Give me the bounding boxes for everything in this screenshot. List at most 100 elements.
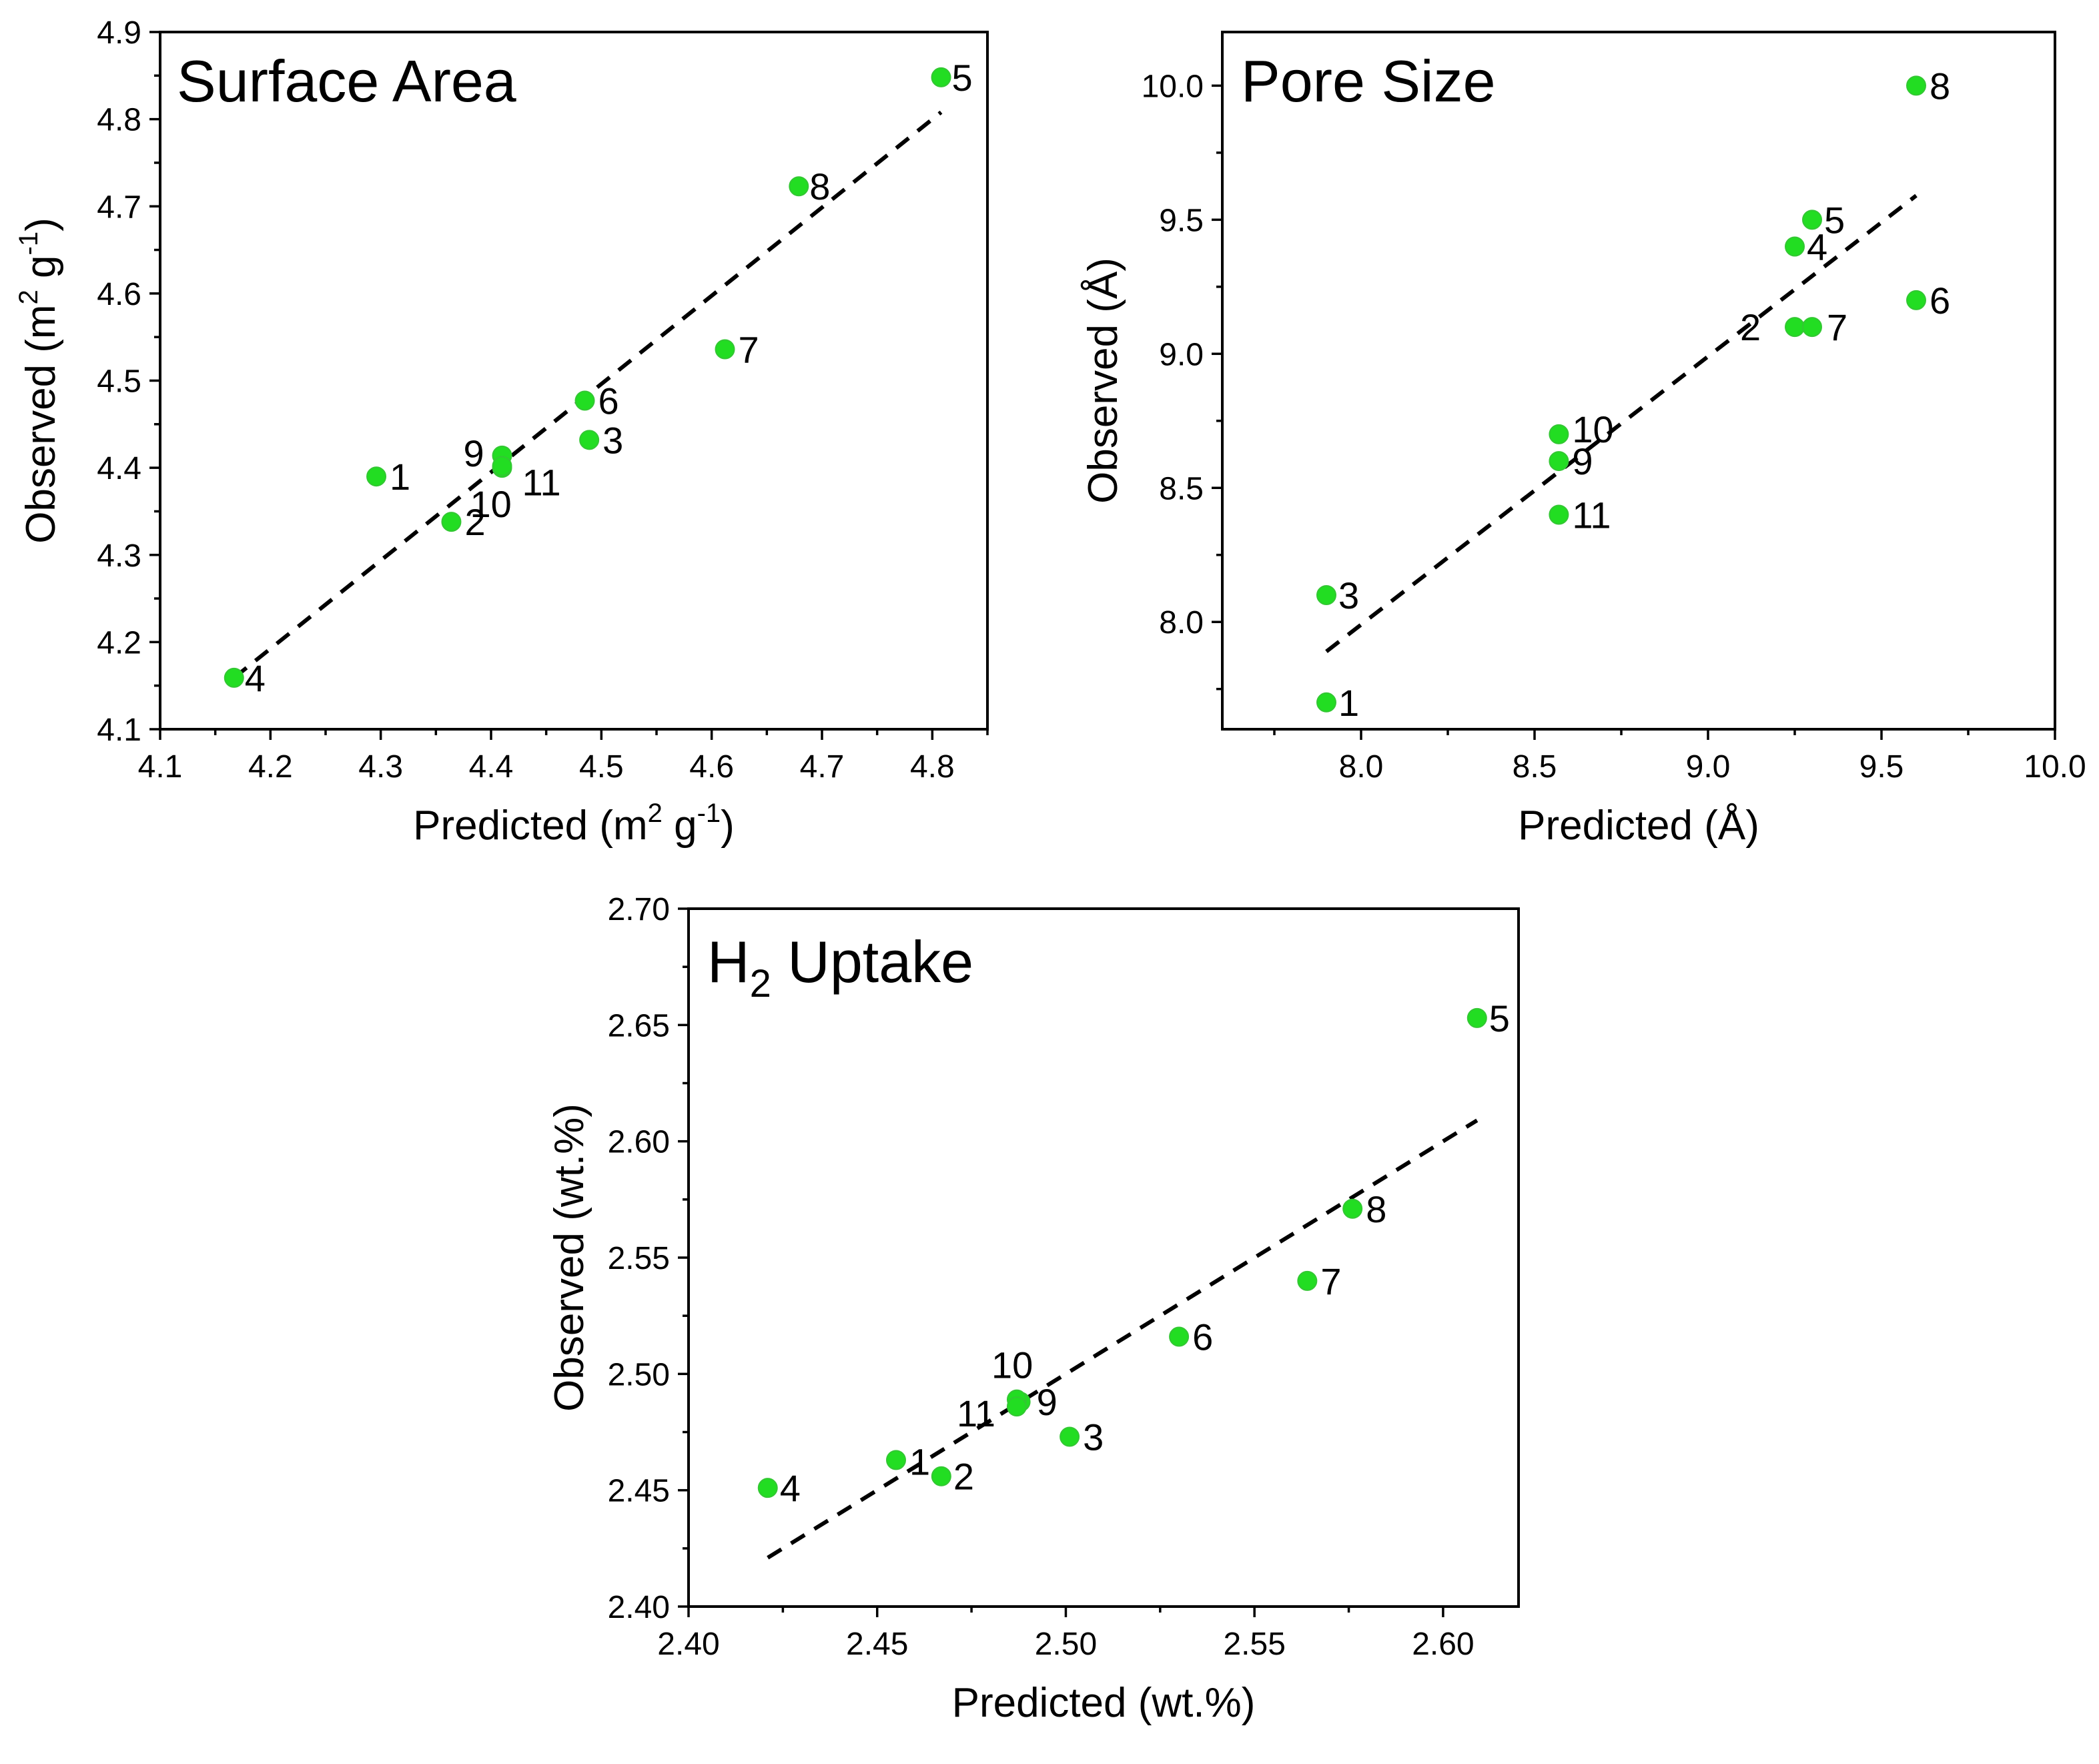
data-point	[789, 176, 809, 197]
y-tick-label: 2.50	[608, 1357, 670, 1392]
data-point-label: 10	[991, 1344, 1033, 1386]
panel-title: H2 Uptake	[707, 929, 973, 1005]
data-point	[715, 339, 735, 360]
data-point-label: 1	[1338, 682, 1359, 724]
data-point-label: 9	[464, 432, 484, 474]
data-point	[1802, 317, 1822, 338]
data-point	[492, 456, 512, 476]
data-point	[1342, 1198, 1363, 1219]
data-point-label: 2	[464, 501, 485, 543]
y-tick-label: 4.8	[97, 103, 141, 138]
y-tick-label: 2.40	[608, 1590, 670, 1625]
y-tick-label: 9.0	[1159, 337, 1204, 372]
y-tick-label: 8.5	[1159, 471, 1204, 506]
x-tick-label: 9.0	[1686, 749, 1731, 785]
data-point-label: 7	[739, 328, 759, 370]
data-point-label: 6	[1192, 1316, 1213, 1358]
y-axis-label: Observed (m2 g-1)	[14, 217, 64, 544]
data-point-label: 11	[522, 462, 561, 504]
data-point	[1297, 1270, 1318, 1291]
x-tick-label: 8.0	[1339, 749, 1384, 785]
data-point-label: 8	[1930, 65, 1950, 107]
data-point	[1060, 1426, 1080, 1447]
data-point	[931, 1466, 951, 1486]
y-tick-label: 4.1	[97, 713, 141, 748]
x-tick-label: 4.7	[800, 749, 845, 785]
y-tick-label: 4.9	[97, 15, 141, 51]
y-axis-label: Observed (Å)	[1080, 258, 1126, 504]
chart-panel-1: 4.1 4.2 4.3 4.4 4.5 4.6 4.7 4.8 4.1 4.2 4.3 4.4 4.5 4…	[14, 15, 989, 849]
y-tick-label: 4.4	[97, 451, 141, 486]
data-point	[886, 1450, 906, 1470]
data-point	[1906, 290, 1926, 310]
data-point	[931, 67, 951, 87]
data-point	[1466, 1007, 1487, 1028]
y-tick-label: 4.5	[97, 364, 141, 400]
data-point-label: 7	[1827, 306, 1847, 348]
data-point	[1802, 209, 1822, 230]
x-axis-label: Predicted (m2 g-1)	[413, 799, 735, 849]
data-point	[574, 390, 595, 411]
fit-line	[1325, 193, 1918, 653]
data-point	[1169, 1326, 1190, 1347]
x-tick-label: 2.45	[846, 1627, 908, 1662]
data-point	[757, 1478, 778, 1498]
y-tick-label: 9.5	[1159, 203, 1204, 238]
data-point-label: 10	[1572, 408, 1613, 450]
y-tick-label: 4.7	[97, 189, 141, 225]
plot-frame	[1221, 31, 2056, 731]
y-tick-label: 4.6	[97, 277, 141, 312]
y-tick-label: 2.55	[608, 1241, 670, 1276]
data-point-label: 5	[1489, 997, 1510, 1039]
data-point	[1785, 317, 1805, 338]
data-point-label: 1	[909, 1440, 930, 1482]
y-tick-label: 4.2	[97, 625, 141, 660]
panel-title: Surface Area	[177, 48, 516, 114]
data-point	[1006, 1396, 1027, 1417]
y-tick-label: 2.60	[608, 1125, 670, 1160]
x-tick-label: 4.6	[689, 749, 734, 785]
data-point-label: 11	[1572, 494, 1611, 536]
plot-frame	[687, 907, 1520, 1608]
data-point-label: 3	[1083, 1416, 1104, 1458]
data-point-label: 3	[1338, 574, 1359, 616]
data-point-label: 6	[598, 380, 619, 422]
data-point-label: 2	[1740, 306, 1761, 348]
data-point-label: 4	[1807, 226, 1827, 268]
x-tick-label: 10.0	[2024, 749, 2086, 785]
data-point	[1549, 504, 1569, 525]
y-tick-label: 10.0	[1142, 69, 1204, 104]
y-tick-label: 2.45	[608, 1474, 670, 1509]
x-axis-label: Predicted (wt.%)	[952, 1680, 1256, 1726]
chart-panel-2: 8.0 8.5 9.0 9.5 10.0 8.0 8.5 9.0 9.5 10.0 Pore Siz…	[1080, 31, 2086, 849]
x-tick-label: 4.1	[138, 749, 183, 785]
y-tick-label: 2.65	[608, 1008, 670, 1043]
data-point-label: 4	[245, 657, 266, 699]
data-point-label: 4	[780, 1467, 801, 1509]
x-tick-label: 2.60	[1412, 1627, 1474, 1662]
data-point	[224, 667, 244, 688]
x-tick-label: 8.5	[1513, 749, 1557, 785]
data-point	[1906, 75, 1926, 96]
data-point	[1785, 236, 1805, 257]
data-point	[441, 512, 462, 532]
x-tick-label: 2.50	[1035, 1627, 1097, 1662]
data-point-label: 5	[952, 57, 973, 99]
data-point	[1316, 692, 1336, 713]
data-point	[1316, 585, 1336, 606]
x-tick-label: 4.3	[358, 749, 403, 785]
data-point-label: 7	[1320, 1260, 1341, 1302]
data-point-label: 10	[470, 483, 512, 525]
y-axis-label: Observed (wt.%)	[546, 1104, 592, 1412]
x-tick-label: 4.2	[248, 749, 293, 785]
panel-title: Pore Size	[1241, 48, 1496, 114]
data-point	[366, 466, 387, 487]
data-point-label: 9	[1037, 1381, 1058, 1423]
x-tick-label: 9.5	[1859, 749, 1904, 785]
data-point-label: 8	[809, 165, 830, 207]
x-tick-label: 4.8	[910, 749, 955, 785]
chart-panel-3: 2.40 2.45 2.50 2.55 2.60 2.40 2.45 2.50 2.55 2.60…	[546, 892, 1520, 1726]
x-axis-label: Predicted (Å)	[1518, 803, 1759, 849]
